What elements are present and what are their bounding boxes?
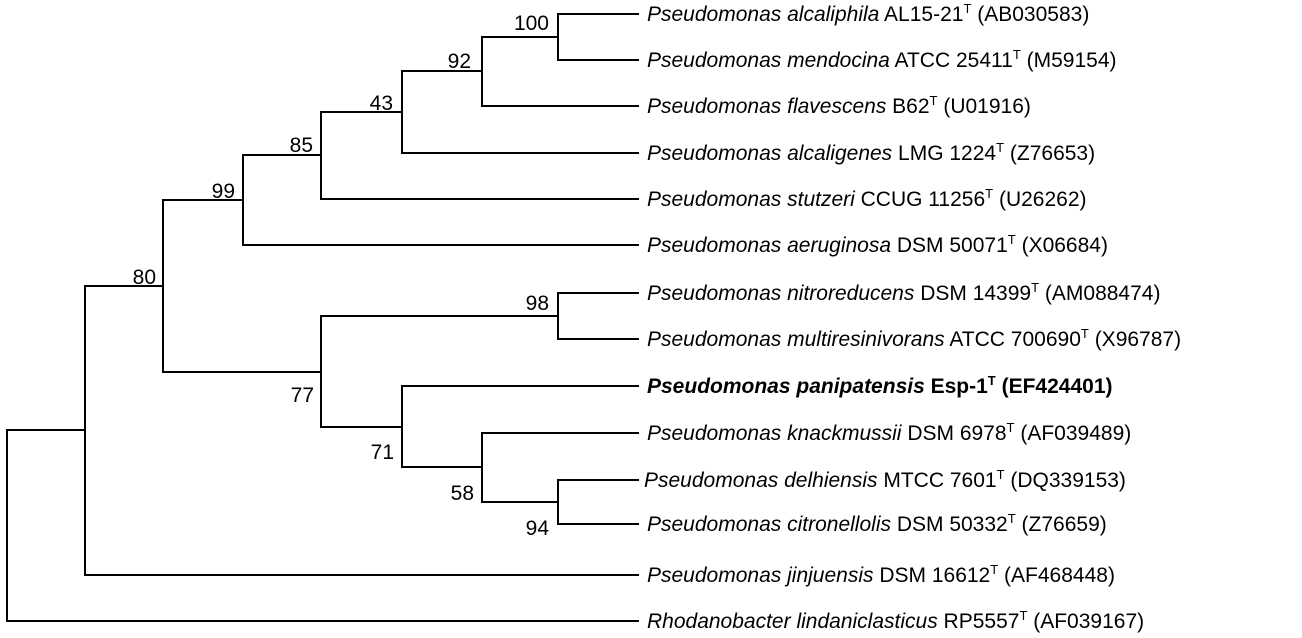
taxon-label-highlighted: Pseudomonas panipatensis Esp-1T (EF42440…	[647, 373, 1113, 398]
taxon-label: Pseudomonas citronellolis DSM 50332T (Z7…	[647, 511, 1107, 536]
bootstrap-value: 94	[526, 517, 550, 540]
taxon-label: Pseudomonas flavescens B62T (U01916)	[647, 93, 1031, 118]
taxon-label: Pseudomonas alcaliphila AL15-21T (AB0305…	[647, 1, 1089, 26]
taxon-label: Pseudomonas nitroreducens DSM 14399T (AM…	[647, 280, 1160, 305]
bootstrap-value: 100	[514, 12, 549, 35]
bootstrap-value: 58	[451, 482, 474, 505]
bootstrap-value: 99	[212, 180, 235, 203]
bootstrap-values: 100 92 43 85 99 80 98 77 71 58 94	[133, 12, 550, 540]
tree-branches	[6, 13, 639, 622]
bootstrap-value: 43	[370, 92, 393, 115]
taxon-label: Pseudomonas jinjuensis DSM 16612T (AF468…	[647, 562, 1115, 587]
taxon-label: Pseudomonas aeruginosa DSM 50071T (X0668…	[647, 232, 1108, 257]
bootstrap-value: 71	[371, 441, 394, 464]
taxon-label: Pseudomonas multiresinivorans ATCC 70069…	[647, 326, 1181, 351]
bootstrap-value: 80	[133, 266, 156, 289]
taxon-label: Pseudomonas alcaligenes LMG 1224T (Z7665…	[647, 140, 1095, 165]
taxon-label: Rhodanobacter lindaniclasticus RP5557T (…	[647, 608, 1144, 633]
taxon-label: Pseudomonas delhiensis MTCC 7601T (DQ339…	[644, 467, 1126, 492]
taxon-labels: Pseudomonas alcaliphila AL15-21T (AB0305…	[644, 1, 1181, 633]
bootstrap-value: 85	[290, 134, 313, 157]
bootstrap-value: 98	[526, 292, 549, 315]
bootstrap-value: 77	[291, 384, 314, 407]
bootstrap-value: 92	[448, 50, 471, 73]
taxon-label: Pseudomonas stutzeri CCUG 11256T (U26262…	[647, 186, 1087, 211]
taxon-label: Pseudomonas knackmussii DSM 6978T (AF039…	[647, 420, 1131, 445]
taxon-label: Pseudomonas mendocina ATCC 25411T (M5915…	[647, 47, 1117, 72]
